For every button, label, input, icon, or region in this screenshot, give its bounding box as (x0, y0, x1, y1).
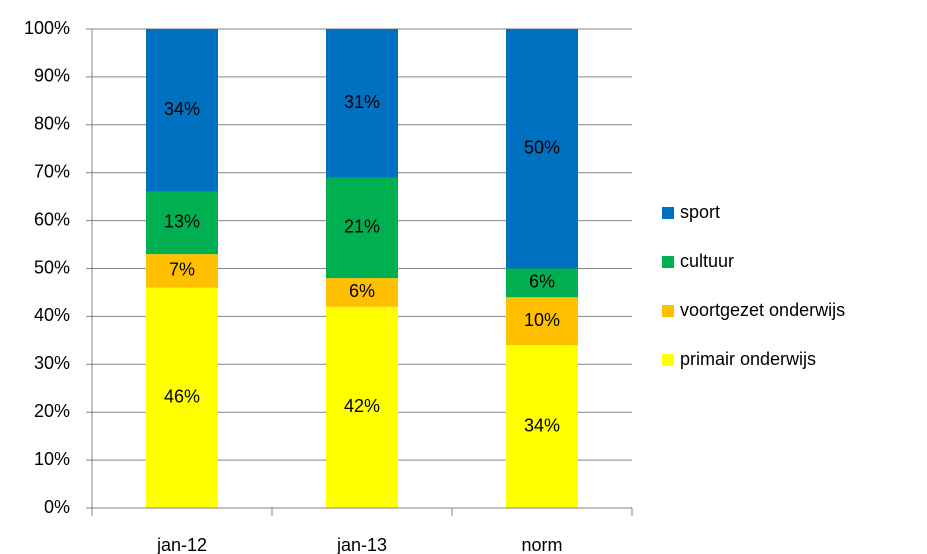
x-tick-label: jan-12 (156, 535, 207, 554)
data-label: 10% (524, 310, 560, 330)
bar-segment (506, 297, 578, 346)
data-label: 50% (524, 138, 560, 158)
x-tick-label: jan-13 (336, 535, 387, 554)
y-tick-label: 10% (34, 449, 70, 469)
y-tick-label: 0% (44, 497, 70, 517)
data-label: 34% (524, 415, 560, 435)
x-tick-label: norm (521, 535, 562, 554)
bar-segment (146, 29, 218, 192)
legend-swatch (662, 354, 674, 366)
y-tick-label: 20% (34, 401, 70, 421)
bar-segment (326, 278, 398, 307)
legend-swatch (662, 207, 674, 219)
data-label: 6% (529, 272, 555, 292)
bar-segment (326, 177, 398, 279)
y-tick-label: 60% (34, 209, 70, 229)
data-label: 46% (164, 387, 200, 407)
data-label: 42% (344, 396, 380, 416)
y-tick-label: 100% (24, 18, 70, 38)
legend-label: voortgezet onderwijs (680, 300, 845, 320)
data-label: 7% (169, 260, 195, 280)
bar-segment (146, 287, 218, 508)
y-tick-label: 80% (34, 114, 70, 134)
legend-label: cultuur (680, 251, 734, 271)
bar-segment (326, 306, 398, 508)
data-label: 6% (349, 281, 375, 301)
y-tick-label: 40% (34, 305, 70, 325)
data-label: 21% (344, 217, 380, 237)
bar-segment (506, 29, 578, 269)
y-tick-label: 50% (34, 257, 70, 277)
data-label: 34% (164, 99, 200, 119)
y-tick-label: 30% (34, 353, 70, 373)
bar-segment (146, 191, 218, 255)
bar-segment (506, 345, 578, 508)
legend-label: sport (680, 202, 720, 222)
y-tick-label: 70% (34, 161, 70, 181)
legend-label: primair onderwijs (680, 349, 816, 369)
y-tick-label: 90% (34, 66, 70, 86)
bar-segment (146, 254, 218, 288)
bar-segment (326, 29, 398, 178)
data-label: 31% (344, 92, 380, 112)
legend-swatch (662, 256, 674, 268)
bar-segment (506, 268, 578, 298)
legend-swatch (662, 305, 674, 317)
data-label: 13% (164, 212, 200, 232)
